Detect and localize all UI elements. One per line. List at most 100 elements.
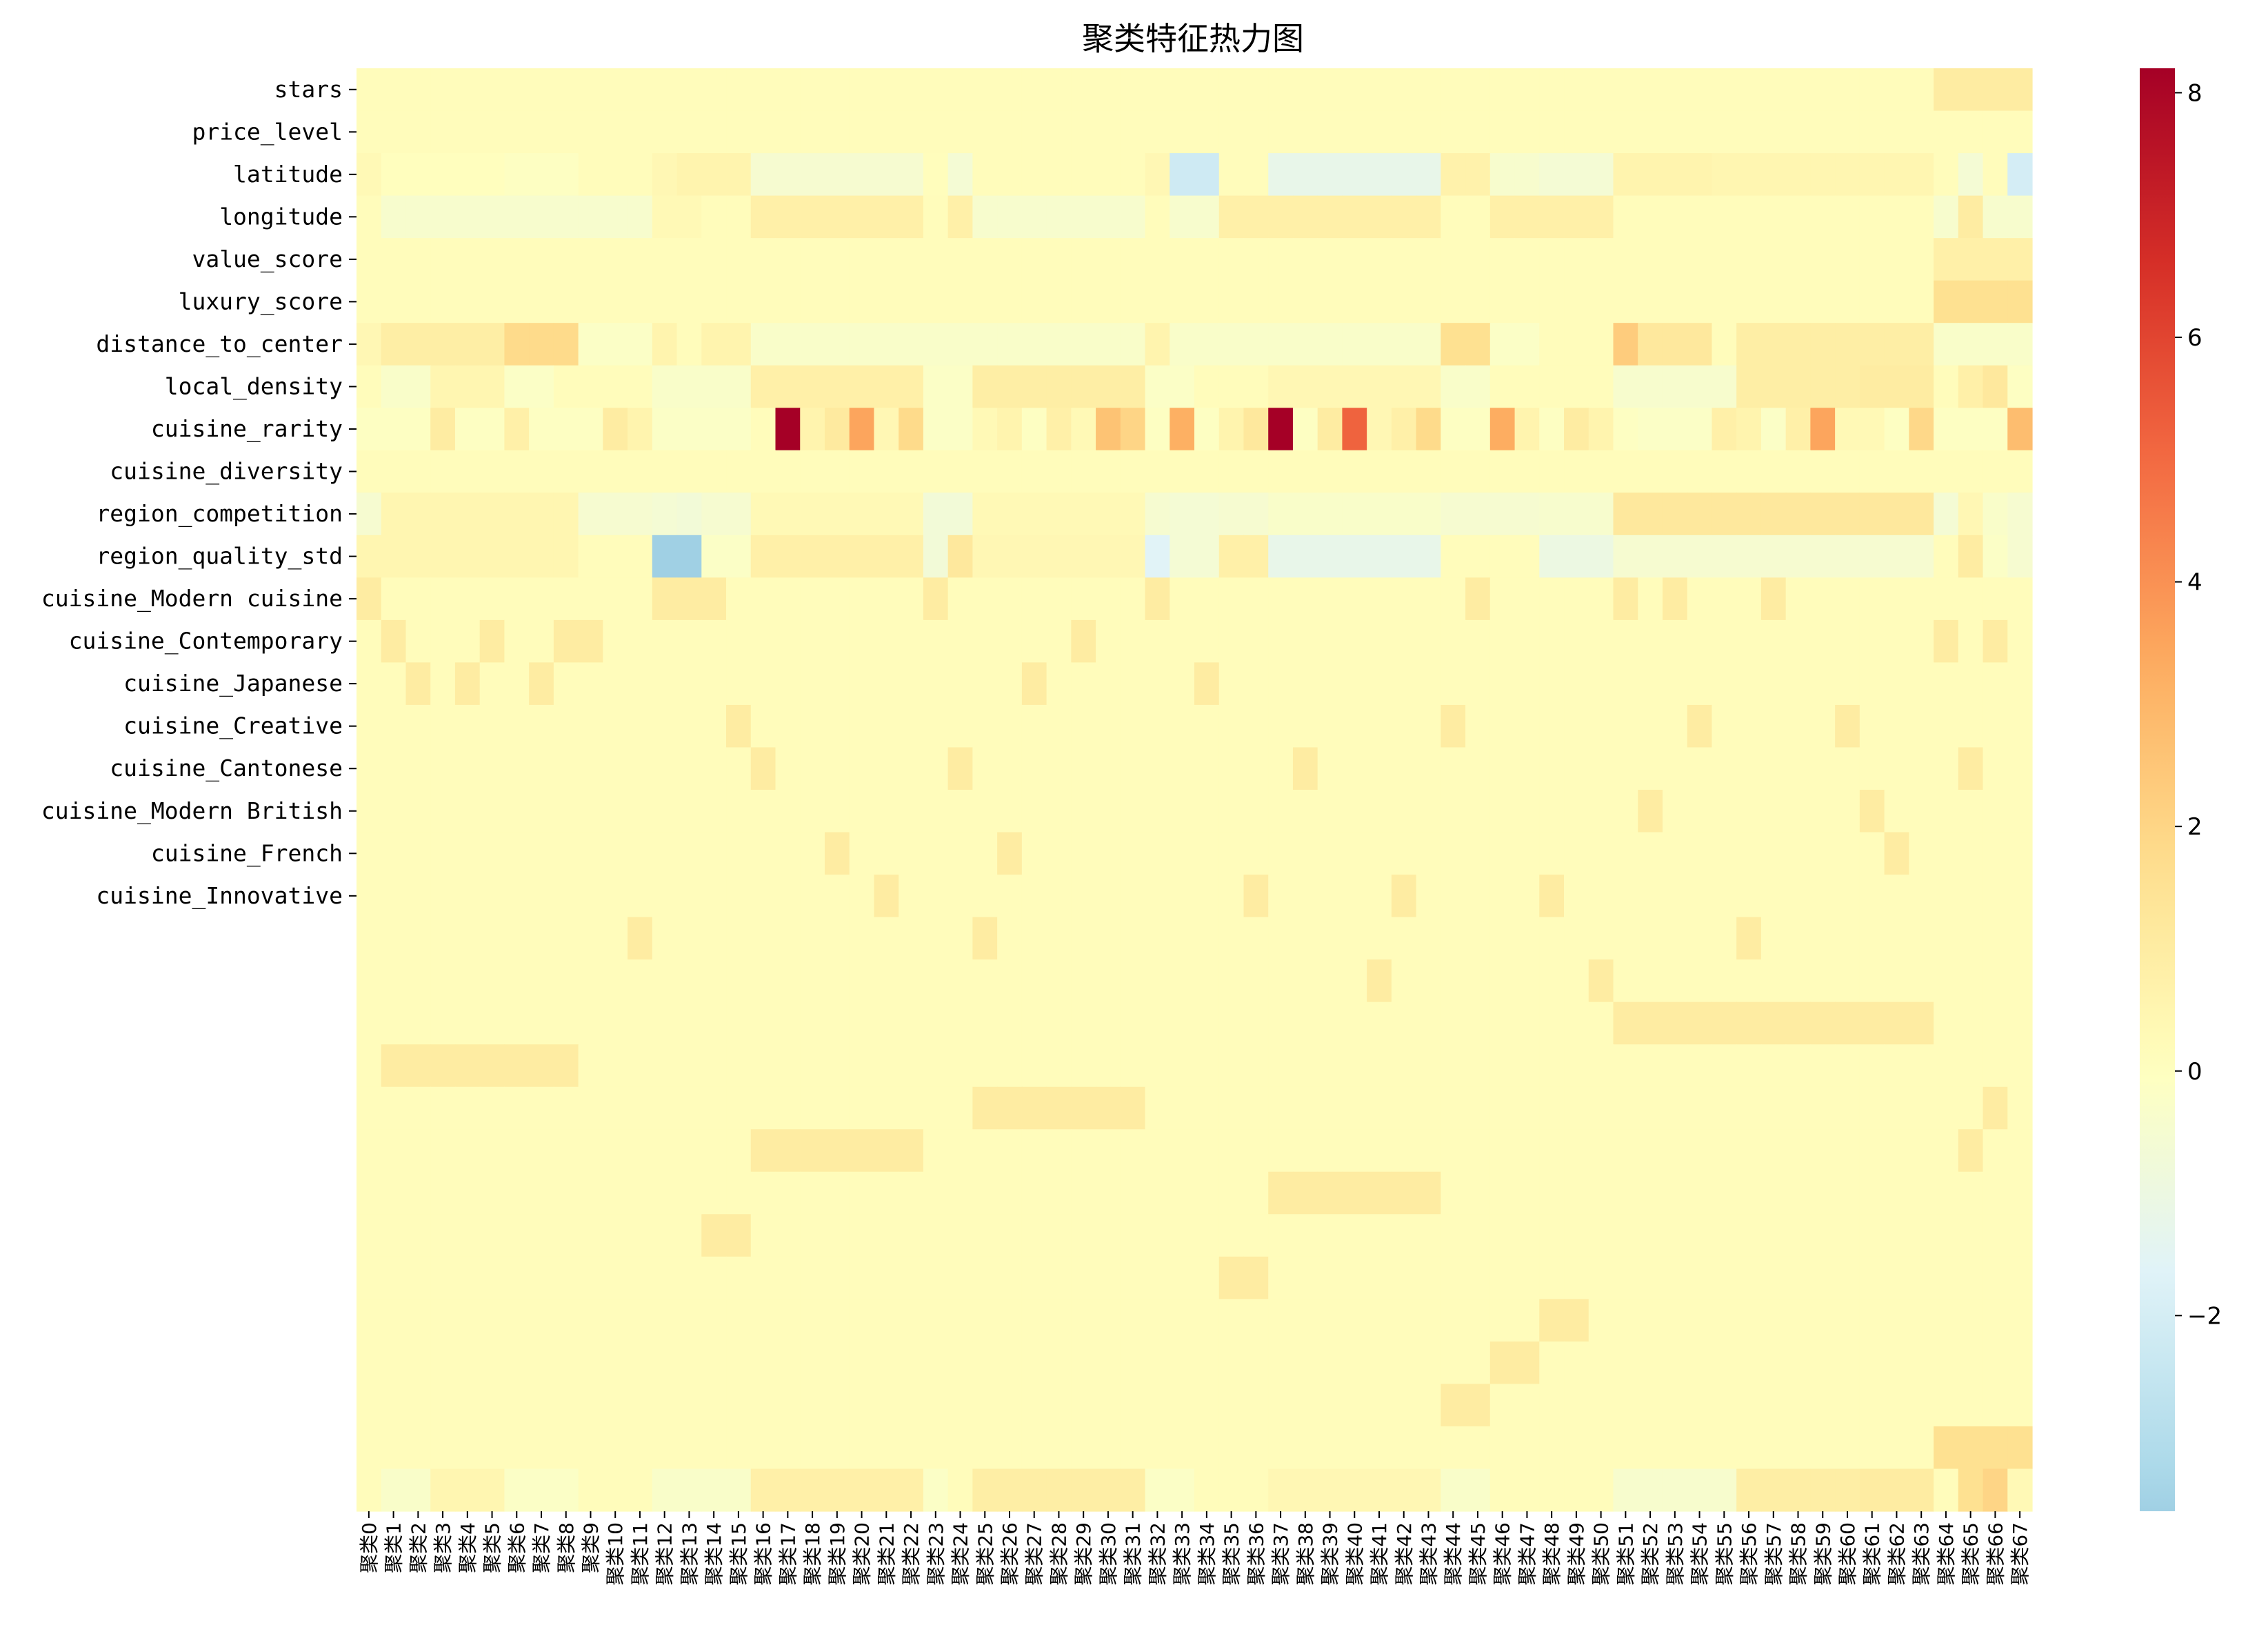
heatmap-cell — [1736, 1086, 1762, 1130]
heatmap-cell — [1760, 408, 1787, 451]
heatmap-cell — [849, 110, 875, 154]
heatmap-cell — [775, 1468, 801, 1512]
heatmap-cell — [1835, 535, 1860, 578]
heatmap-cell — [1638, 238, 1663, 281]
heatmap-cell — [578, 875, 603, 918]
heatmap-cell — [553, 619, 579, 664]
heatmap-cell — [1465, 1256, 1491, 1299]
heatmap-cell — [1934, 280, 1959, 323]
heatmap-cell — [1096, 917, 1121, 960]
heatmap-cell — [1712, 704, 1737, 748]
heatmap-cell — [1687, 1002, 1713, 1045]
heatmap-cell — [1120, 790, 1146, 833]
heatmap-cell — [1367, 1002, 1392, 1045]
heatmap-cell — [1760, 1426, 1787, 1470]
heatmap-cell — [1465, 875, 1491, 918]
y-tick-label: cuisine_diversity — [110, 458, 343, 486]
heatmap-cell — [947, 747, 973, 790]
heatmap-cell — [2007, 1171, 2033, 1215]
heatmap-cell — [947, 195, 973, 239]
heatmap-cell — [1712, 959, 1737, 1003]
heatmap-cell — [504, 875, 530, 918]
heatmap-cell — [357, 195, 382, 239]
x-tick-label: 聚类32 — [1146, 1522, 1169, 1586]
heatmap-cell — [1465, 959, 1491, 1003]
heatmap-cell — [1983, 1341, 2008, 1385]
heatmap-cell — [1145, 280, 1170, 323]
heatmap-cell — [1243, 1256, 1269, 1299]
heatmap-cell — [800, 1002, 825, 1045]
heatmap-cell — [430, 68, 456, 112]
heatmap-cell — [529, 662, 554, 706]
x-tick-label: 聚类5 — [481, 1522, 504, 1573]
heatmap-cell — [357, 238, 382, 281]
heatmap-cell — [1588, 1384, 1614, 1427]
y-tick-label: local_density — [165, 372, 343, 400]
heatmap-cell — [357, 408, 382, 451]
heatmap-cell — [578, 1341, 603, 1385]
heatmap-cell — [1046, 747, 1072, 790]
heatmap-cell — [800, 1214, 825, 1257]
heatmap-cell — [1021, 535, 1047, 578]
heatmap-cell — [726, 917, 752, 960]
heatmap-cell — [628, 1468, 653, 1512]
heatmap-cell — [1071, 1256, 1096, 1299]
heatmap-cell — [849, 238, 875, 281]
heatmap-cell — [1342, 790, 1367, 833]
heatmap-cell — [1317, 959, 1343, 1003]
heatmap-cell — [553, 238, 579, 281]
heatmap-cell — [899, 1468, 924, 1512]
heatmap-cell — [923, 1214, 949, 1257]
heatmap-cell — [1588, 450, 1614, 493]
heatmap-cell — [1638, 1044, 1663, 1088]
heatmap-cell — [1662, 747, 1688, 790]
heatmap-cell — [1884, 917, 1909, 960]
heatmap-cell — [1292, 1299, 1318, 1342]
heatmap-cell — [1909, 1341, 1934, 1385]
heatmap-cell — [1958, 1299, 1984, 1342]
heatmap-cell — [1243, 1129, 1269, 1173]
heatmap-cell — [1243, 704, 1269, 748]
heatmap-cell — [1835, 323, 1860, 366]
heatmap-cell — [529, 577, 554, 621]
heatmap-cell — [726, 1044, 752, 1088]
heatmap-cell — [405, 535, 431, 578]
heatmap-cell — [479, 1086, 505, 1130]
heatmap-cell — [1588, 875, 1614, 918]
heatmap-cell — [628, 110, 653, 154]
heatmap-cell — [1934, 1341, 1959, 1385]
heatmap-cell — [1441, 1044, 1466, 1088]
heatmap-cell — [726, 1468, 752, 1512]
heatmap-cell — [1391, 110, 1417, 154]
heatmap-cell — [1465, 408, 1491, 451]
heatmap-cell — [849, 408, 875, 451]
heatmap-cell — [1638, 832, 1663, 875]
heatmap-cell — [1712, 238, 1737, 281]
heatmap-cell — [1194, 959, 1220, 1003]
heatmap-cell — [997, 68, 1023, 112]
heatmap-cell — [849, 875, 875, 918]
heatmap-cell — [1760, 535, 1787, 578]
heatmap-cell — [1934, 492, 1959, 536]
heatmap-cell — [652, 704, 678, 748]
heatmap-cell — [1416, 1384, 1441, 1427]
heatmap-cell — [1145, 1214, 1170, 1257]
heatmap-cell — [1687, 323, 1713, 366]
heatmap-cell — [1416, 1129, 1441, 1173]
heatmap-cell — [1909, 1468, 1934, 1512]
heatmap-cell — [1096, 450, 1121, 493]
heatmap-cell — [1539, 917, 1565, 960]
heatmap-cell — [1588, 535, 1614, 578]
heatmap-cell — [1416, 365, 1441, 408]
heatmap-cell — [997, 1299, 1023, 1342]
heatmap-cell — [1046, 1214, 1072, 1257]
heatmap-cell — [800, 832, 825, 875]
heatmap-cell — [504, 1171, 530, 1215]
x-tick-label: 聚类43 — [1417, 1522, 1440, 1586]
heatmap-cell — [1859, 1086, 1885, 1130]
heatmap-cell — [1416, 1171, 1441, 1215]
heatmap-cell — [1859, 1044, 1885, 1088]
heatmap-cell — [1096, 1384, 1121, 1427]
heatmap-cell — [1588, 747, 1614, 790]
heatmap-cell — [1145, 875, 1170, 918]
